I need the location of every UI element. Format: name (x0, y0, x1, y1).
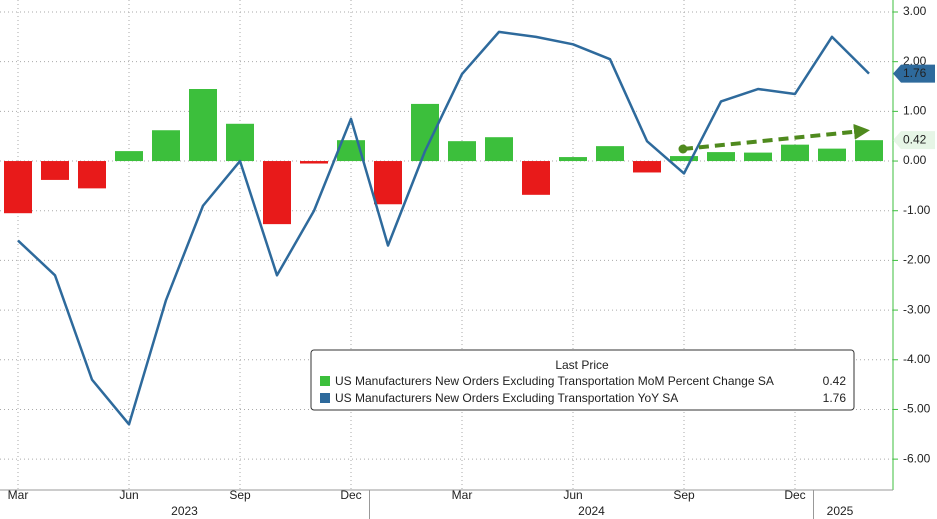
bar (559, 157, 587, 162)
bar (115, 151, 143, 162)
bar (744, 152, 772, 162)
y-tick-label: -1.00 (903, 203, 931, 217)
grid (0, 0, 893, 490)
bar (448, 141, 476, 162)
y-tick-label: -6.00 (903, 451, 931, 465)
y-tick-label: -3.00 (903, 302, 931, 316)
legend-swatch (320, 376, 330, 386)
bar (855, 140, 883, 162)
x-tick-label: Sep (229, 488, 251, 502)
bar (152, 130, 180, 162)
bar (818, 148, 846, 162)
bar (189, 89, 217, 162)
legend-value: 0.42 (823, 374, 847, 388)
y-tick-label: 2.00 (903, 54, 927, 68)
series-line (17, 30, 870, 426)
trend-start (678, 144, 688, 154)
x-tick-label: Sep (673, 488, 695, 502)
x-tick-label: Jun (119, 488, 138, 502)
price-tag-label: 1.76 (903, 66, 927, 80)
y-tick-label: -4.00 (903, 352, 931, 366)
bar (633, 161, 661, 173)
year-label: 2025 (827, 504, 854, 518)
legend: Last Price US Manufacturers New Orders E… (310, 349, 855, 411)
price-tag-label: 0.42 (903, 132, 927, 146)
x-tick-label: Jun (563, 488, 582, 502)
bar (781, 144, 809, 162)
legend-title: Last Price (555, 358, 609, 372)
axis-labels: 3.00 2.00 1.00 0.00 -1.00 -2.00 -3.00 -4.00 -5.0… (8, 4, 935, 519)
y-tick-label: -2.00 (903, 253, 931, 267)
legend-label: US Manufacturers New Orders Excluding Tr… (335, 374, 774, 388)
y-tick-label: 0.00 (903, 153, 927, 167)
bar (670, 156, 698, 162)
y-tick-label: 1.00 (903, 104, 927, 118)
bar (226, 123, 254, 162)
trend-arrow (682, 123, 870, 151)
price-tag (893, 131, 935, 150)
bar (41, 161, 69, 180)
legend-swatch (320, 393, 330, 403)
bar (374, 161, 402, 205)
x-tick-label: Dec (784, 488, 805, 502)
year-label: 2024 (578, 504, 605, 518)
legend-value: 1.76 (823, 391, 847, 405)
year-label: 2023 (171, 504, 198, 518)
bars (4, 89, 883, 225)
price-tag (893, 64, 935, 83)
x-tick-label: Mar (452, 488, 473, 502)
x-tick-label: Dec (340, 488, 361, 502)
y-tick-label: 3.00 (903, 4, 927, 18)
bar (522, 161, 550, 195)
bar (300, 161, 328, 164)
bar (485, 137, 513, 162)
bar (596, 146, 624, 162)
bar (78, 161, 106, 189)
legend-box (310, 349, 855, 411)
line-layer (17, 30, 870, 426)
bar (263, 161, 291, 225)
x-tick-label: Mar (8, 488, 29, 502)
bar (4, 161, 32, 214)
y-tick-label: -5.00 (903, 402, 931, 416)
legend-label: US Manufacturers New Orders Excluding Tr… (335, 391, 678, 405)
bar (707, 152, 735, 162)
